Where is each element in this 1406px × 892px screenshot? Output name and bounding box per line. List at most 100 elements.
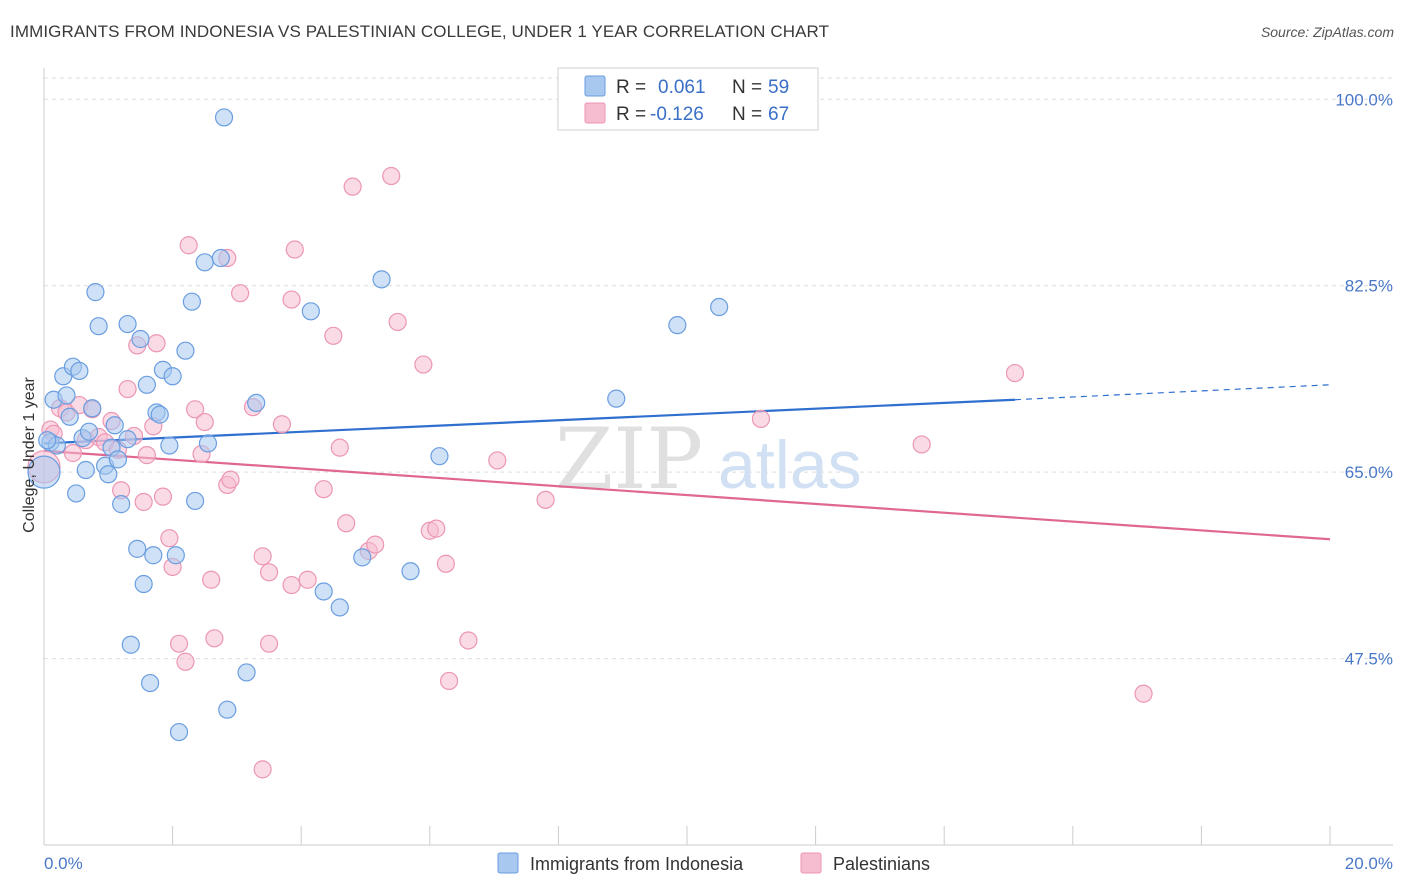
watermark-atlas: atlas	[718, 427, 862, 503]
point-indonesia	[160, 436, 179, 455]
watermark-zip: ZIP	[555, 410, 703, 508]
point-palestinians	[459, 631, 478, 650]
point-indonesia	[430, 447, 449, 466]
point-indonesia	[401, 562, 420, 581]
point-indonesia	[118, 430, 137, 449]
point-palestinians	[202, 570, 221, 589]
point-indonesia	[176, 341, 195, 360]
point-palestinians	[536, 490, 555, 509]
legend-n-label: N =	[732, 104, 762, 125]
point-indonesia	[79, 422, 99, 441]
point-indonesia	[214, 108, 234, 127]
point-indonesia	[668, 316, 687, 335]
point-palestinians	[298, 570, 317, 589]
point-indonesia	[211, 248, 230, 268]
legend-r-value-pink: -0.126	[650, 104, 704, 125]
y-tick-label: 100.0%	[1335, 90, 1393, 109]
point-palestinians	[366, 535, 385, 554]
point-indonesia	[128, 539, 147, 558]
point-palestinians	[231, 284, 250, 303]
point-indonesia	[195, 253, 214, 272]
point-indonesia	[247, 393, 266, 413]
point-palestinians	[337, 514, 356, 533]
point-indonesia	[131, 329, 150, 349]
legend-r-value-blue: 0.061	[658, 77, 706, 98]
legend-n-value-blue: 59	[768, 77, 789, 98]
legend-n-label: N =	[732, 77, 762, 98]
point-palestinians	[382, 166, 401, 186]
legend-swatch-indonesia	[497, 852, 519, 874]
point-indonesia	[70, 361, 89, 381]
legend-r-label: R =	[616, 77, 646, 98]
y-tick-label: 82.5%	[1345, 277, 1393, 296]
point-palestinians	[137, 446, 156, 465]
point-indonesia	[99, 465, 118, 484]
point-palestinians	[186, 400, 205, 419]
point-palestinians	[176, 652, 195, 671]
legend-swatch-blue	[584, 75, 606, 97]
point-palestinians	[314, 480, 333, 499]
point-palestinians	[118, 379, 137, 399]
point-palestinians	[253, 547, 272, 566]
y-tick-label: 47.5%	[1345, 650, 1393, 669]
x-tick-label-max: 20.0%	[1345, 854, 1393, 873]
point-palestinians	[221, 470, 240, 489]
point-indonesia	[330, 598, 349, 617]
point-indonesia	[38, 431, 57, 450]
point-palestinians	[751, 409, 771, 428]
legend-label-palestinians: Palestinians	[833, 854, 930, 874]
point-indonesia	[150, 405, 169, 424]
point-palestinians	[259, 563, 279, 582]
point-palestinians	[343, 177, 362, 196]
point-palestinians	[324, 326, 343, 345]
point-palestinians	[414, 355, 433, 374]
y-tick-label: 65.0%	[1345, 463, 1393, 482]
point-indonesia	[169, 722, 189, 742]
point-indonesia	[89, 317, 108, 336]
point-indonesia	[60, 407, 79, 426]
point-indonesia	[314, 582, 333, 601]
point-indonesia	[237, 663, 256, 682]
point-palestinians	[153, 487, 173, 506]
point-indonesia	[372, 270, 391, 289]
point-indonesia	[121, 635, 140, 654]
legend-swatch-palestinians	[800, 852, 822, 874]
series-legend: Immigrants from Indonesia Palestinians	[497, 852, 930, 874]
point-palestinians	[169, 634, 189, 653]
legend-label-indonesia: Immigrants from Indonesia	[530, 854, 744, 874]
point-indonesia	[134, 574, 153, 594]
point-palestinians	[439, 671, 459, 691]
point-indonesia	[86, 283, 105, 302]
point-palestinians	[179, 236, 198, 255]
point-palestinians	[330, 438, 349, 457]
point-palestinians	[1005, 363, 1025, 383]
point-indonesia	[67, 484, 86, 503]
point-indonesia	[57, 386, 76, 405]
y-axis-title: College, Under 1 year	[21, 377, 38, 533]
trendline-indonesia-extension	[1014, 384, 1331, 401]
point-indonesia	[218, 700, 237, 719]
point-indonesia	[607, 389, 626, 408]
point-indonesia	[137, 375, 156, 394]
x-tick-label-min: 0.0%	[44, 854, 83, 873]
point-palestinians	[1134, 684, 1153, 703]
point-indonesia	[301, 302, 320, 321]
point-palestinians	[488, 451, 507, 470]
point-palestinians	[436, 554, 455, 573]
point-indonesia	[163, 367, 182, 386]
point-palestinians	[285, 240, 304, 259]
point-palestinians	[427, 519, 446, 538]
point-palestinians	[195, 412, 214, 432]
source-label: Source: ZipAtlas.com	[1260, 24, 1394, 40]
point-indonesia	[83, 399, 102, 418]
point-indonesia	[166, 546, 185, 565]
point-indonesia	[186, 491, 205, 511]
point-palestinians	[253, 760, 272, 779]
point-indonesia	[27, 455, 61, 489]
point-palestinians	[134, 492, 153, 512]
point-palestinians	[63, 443, 83, 463]
point-palestinians	[259, 634, 279, 653]
point-indonesia	[118, 314, 137, 334]
point-indonesia	[140, 673, 160, 693]
